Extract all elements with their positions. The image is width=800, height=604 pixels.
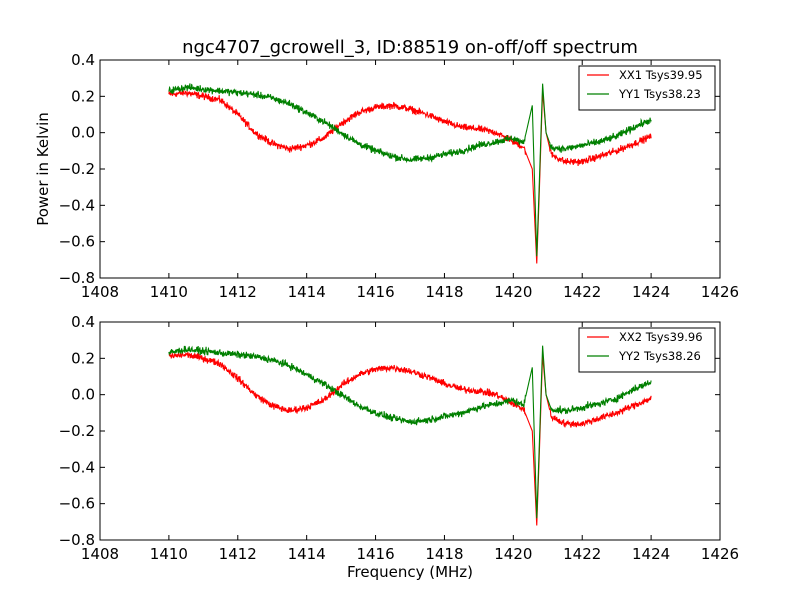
series-line-xx2 bbox=[168, 351, 652, 526]
x-tick-label: 1414 bbox=[288, 283, 326, 301]
y-tick-label: −0.2 bbox=[59, 422, 95, 440]
y-tick-label: −0.4 bbox=[59, 196, 95, 214]
chart-title: ngc4707_gcrowell_3, ID:88519 on-off/off … bbox=[182, 37, 638, 58]
x-tick-label: 1408 bbox=[81, 283, 119, 301]
x-tick-label: 1414 bbox=[288, 545, 326, 563]
x-tick-label: 1416 bbox=[356, 283, 394, 301]
y-tick-label: 0.2 bbox=[71, 87, 95, 105]
y-tick-label: −0.6 bbox=[59, 233, 95, 251]
legend-label: XX2 Tsys39.96 bbox=[619, 330, 703, 344]
legend-label: YY2 Tsys38.26 bbox=[618, 349, 701, 363]
series-line-xx1 bbox=[168, 89, 652, 264]
x-tick-label: 1418 bbox=[425, 283, 463, 301]
x-tick-label: 1416 bbox=[356, 545, 394, 563]
x-axis-label: Frequency (MHz) bbox=[347, 563, 473, 581]
x-tick-label: 1422 bbox=[563, 283, 601, 301]
y-tick-label: −0.8 bbox=[59, 269, 95, 287]
x-tick-label: 1422 bbox=[563, 545, 601, 563]
x-tick-label: 1424 bbox=[632, 545, 670, 563]
legend-label: XX1 Tsys39.95 bbox=[619, 68, 703, 82]
x-tick-label: 1412 bbox=[219, 545, 257, 563]
x-tick-label: 1420 bbox=[494, 283, 532, 301]
x-tick-label: 1424 bbox=[632, 283, 670, 301]
bottom-panel: 1408 1410 1412 1414 1416 1418 1420 1422 1424 1426… bbox=[59, 313, 740, 563]
y-tick-label: 0.4 bbox=[71, 51, 95, 69]
x-tick-label: 1410 bbox=[150, 545, 188, 563]
y-tick-label: −0.6 bbox=[59, 495, 95, 513]
x-tick-label: 1420 bbox=[494, 545, 532, 563]
y-tick-label: 0.2 bbox=[71, 349, 95, 367]
y-tick-label: 0.0 bbox=[71, 124, 95, 142]
y-tick-label: −0.8 bbox=[59, 531, 95, 549]
y-axis-label: Power in Kelvin bbox=[34, 112, 52, 226]
legend-label: YY1 Tsys38.23 bbox=[618, 87, 701, 101]
y-tick-label: 0.0 bbox=[71, 386, 95, 404]
x-tick-label: 1410 bbox=[150, 283, 188, 301]
y-tick-label: 0.4 bbox=[71, 313, 95, 331]
legend: XX1 Tsys39.95 YY1 Tsys38.23 bbox=[578, 65, 716, 111]
legend: XX2 Tsys39.96 YY2 Tsys38.26 bbox=[578, 327, 716, 373]
x-tick-label: 1418 bbox=[425, 545, 463, 563]
x-tick-label: 1426 bbox=[701, 545, 739, 563]
x-tick-label: 1408 bbox=[81, 545, 119, 563]
x-tick-label: 1412 bbox=[219, 283, 257, 301]
series-line-yy2 bbox=[168, 345, 652, 519]
top-panel: 1408 1410 1412 1414 1416 1418 1420 1422 1424 1426… bbox=[59, 51, 740, 301]
x-tick-label: 1426 bbox=[701, 283, 739, 301]
y-tick-label: −0.4 bbox=[59, 458, 95, 476]
series-line-yy1 bbox=[168, 83, 652, 257]
y-tick-label: −0.2 bbox=[59, 160, 95, 178]
